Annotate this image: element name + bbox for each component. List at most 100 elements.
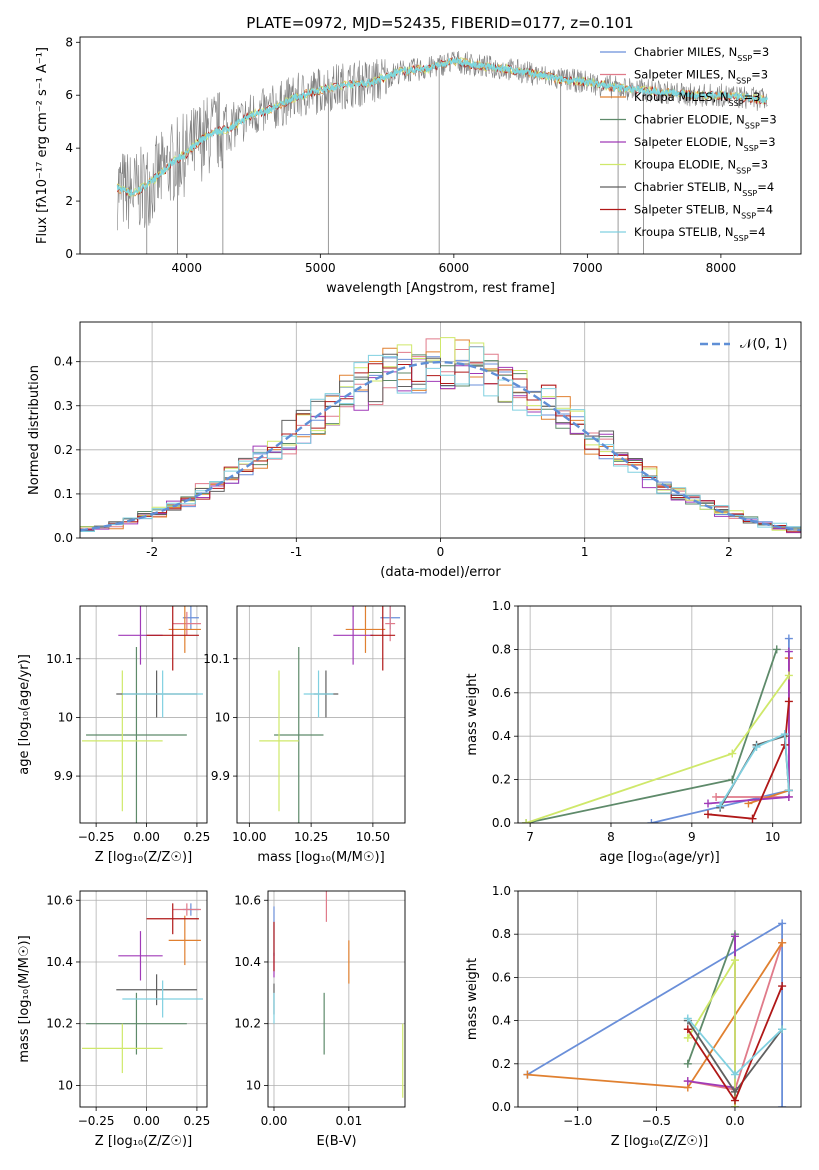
x-tick-label: 9 [688, 830, 696, 844]
weight-marker [784, 671, 793, 680]
plot-area [82, 903, 203, 1074]
y-axis-label: Flux [fλ10⁻¹⁷ erg cm⁻² s⁻¹ A⁻¹] [35, 47, 50, 244]
weight-marker [784, 786, 793, 795]
x-tick-label: 10 [765, 830, 780, 844]
plot-area [82, 606, 203, 823]
y-tick-label: 0.4 [492, 729, 511, 743]
weight-marker [784, 697, 793, 706]
plot-area [80, 337, 801, 534]
y-tick-label: 10.1 [203, 652, 230, 666]
chart-mass-vs-EBV: 0.00 0.01 10 10.2 10.4 10.6 E(B-V) [234, 890, 406, 1149]
x-tick-label: 4000 [172, 261, 203, 275]
y-tick-label: 1.0 [492, 884, 511, 898]
weight-line [716, 658, 790, 798]
spectrum-legend: Chabrier MILES, NSSP=3 Salpeter MILES, NS… [600, 45, 777, 243]
x-tick-label: 10.25 [294, 830, 328, 844]
x-tick-label: -2 [146, 545, 158, 559]
y-axis-label: mass weight [465, 673, 480, 755]
legend-label-1: Salpeter MILES, NSSP=3 [634, 68, 768, 86]
chart-residuals: -2 -1 0 1 2 0.0 0.1 0.2 0.3 0.4 (data-model)/error… [27, 321, 802, 580]
y-tick-label: 0.0 [492, 816, 511, 830]
y-tick-label: 8 [65, 35, 73, 49]
weight-marker [683, 1077, 692, 1086]
y-tick-label: 0.6 [492, 686, 511, 700]
y-axis-label: mass [log₁₀(M/M☉)] [17, 935, 32, 1062]
y-tick-label: 0.3 [54, 399, 73, 413]
grid-lines [518, 890, 801, 1108]
weight-marker [778, 1103, 787, 1107]
axes-frame [517, 605, 802, 824]
histogram-step [80, 362, 801, 533]
legend-label-7: Salpeter STELIB, NSSP=4 [634, 203, 773, 221]
y-tick-label: 10.2 [234, 1017, 261, 1031]
weight-marker [730, 1096, 739, 1105]
chart-weight-vs-Z: −1.0 −0.5 0.0 0.0 0.2 0.4 0.6 0.8 1.0 Z [log₁₀(Z/… [465, 884, 802, 1149]
y-tick-label: 0.1 [54, 487, 73, 501]
x-tick-label: 0.0 [725, 1114, 744, 1128]
chart-mass-vs-Z: −0.25 0.00 0.25 10 10.2 10.4 10.6 Z [log₁₀(Z/Z☉… [17, 890, 210, 1149]
weight-line [651, 638, 790, 823]
x-tick-label: 8000 [706, 261, 737, 275]
plot-area [259, 606, 401, 823]
x-axis-label: Z [log₁₀(Z/Z☉)] [611, 1134, 708, 1149]
plot-area [522, 634, 793, 823]
axes-frame [79, 36, 802, 255]
y-tick-label: 0.4 [492, 1014, 511, 1028]
grid-lines [237, 606, 405, 823]
y-tick-label: 10.1 [46, 652, 73, 666]
legend-label-4: Salpeter ELODIE, NSSP=3 [634, 135, 776, 153]
y-tick-label: 0.4 [54, 355, 73, 369]
x-tick-label: 6000 [439, 261, 470, 275]
x-tick-label: −1.0 [563, 1114, 592, 1128]
y-tick-label: 6 [65, 88, 73, 102]
y-tick-label: 0.0 [492, 1100, 511, 1114]
x-axis-label: mass [log₁₀(M/M☉)] [257, 850, 384, 865]
weight-marker [780, 730, 789, 739]
weight-marker [683, 1014, 692, 1023]
plot-area [273, 891, 404, 1098]
grid-lines [518, 605, 801, 824]
weight-marker [730, 956, 739, 965]
weight-marker [728, 775, 737, 784]
weight-marker [683, 1059, 692, 1068]
y-tick-label: 10.6 [234, 893, 261, 907]
weight-marker [748, 814, 757, 823]
x-axis-label: wavelength [Angstrom, rest frame] [326, 281, 555, 296]
y-tick-label: 10.4 [234, 955, 261, 969]
y-tick-label: 1.0 [492, 599, 511, 613]
y-axis-label: mass weight [465, 958, 480, 1040]
x-tick-label: 0.00 [133, 830, 160, 844]
weight-marker [647, 819, 656, 823]
legend-label-6: Chabrier STELIB, NSSP=4 [634, 180, 774, 198]
y-tick-label: 10 [58, 1078, 73, 1092]
axes-frame [79, 321, 802, 539]
legend-label-0: Chabrier MILES, NSSP=3 [634, 45, 769, 63]
weight-marker [716, 801, 725, 810]
figure-title: PLATE=0972, MJD=52435, FIBERID=0177, z=0… [246, 14, 633, 32]
weight-marker [778, 1025, 787, 1034]
y-tick-label: 0.8 [492, 642, 511, 656]
y-tick-label: 0.6 [492, 970, 511, 984]
y-tick-label: 10 [58, 710, 73, 724]
axes-frame [79, 890, 208, 1108]
chart-spectrum: 4000 5000 6000 7000 8000 0 2 4 6 8 wavelength [Ang… [35, 35, 802, 296]
plot-area [116, 50, 768, 254]
weight-marker [772, 645, 781, 654]
x-tick-label: 10.50 [356, 830, 390, 844]
x-tick-label: −0.5 [642, 1114, 671, 1128]
x-tick-label: 0.25 [184, 830, 211, 844]
y-tick-label: 10.4 [46, 955, 73, 969]
weight-marker [778, 938, 787, 947]
legend-label-3: Chabrier ELODIE, NSSP=3 [634, 113, 777, 131]
weight-marker [778, 982, 787, 991]
y-tick-label: 0.8 [492, 927, 511, 941]
y-axis-label: Normed distribution [27, 365, 42, 495]
x-tick-label: 10.00 [232, 830, 266, 844]
x-tick-label: −0.25 [78, 830, 115, 844]
axes-frame [267, 890, 406, 1108]
y-tick-label: 10.6 [46, 893, 73, 907]
plot-area [523, 919, 787, 1107]
axes-frame [517, 890, 802, 1108]
chart-age-vs-Z: −0.25 0.00 0.25 9.9 10 10.1 Z [log₁₀(Z/Z☉)] age… [17, 605, 211, 865]
x-axis-label: Z [log₁₀(Z/Z☉)] [95, 1134, 192, 1149]
